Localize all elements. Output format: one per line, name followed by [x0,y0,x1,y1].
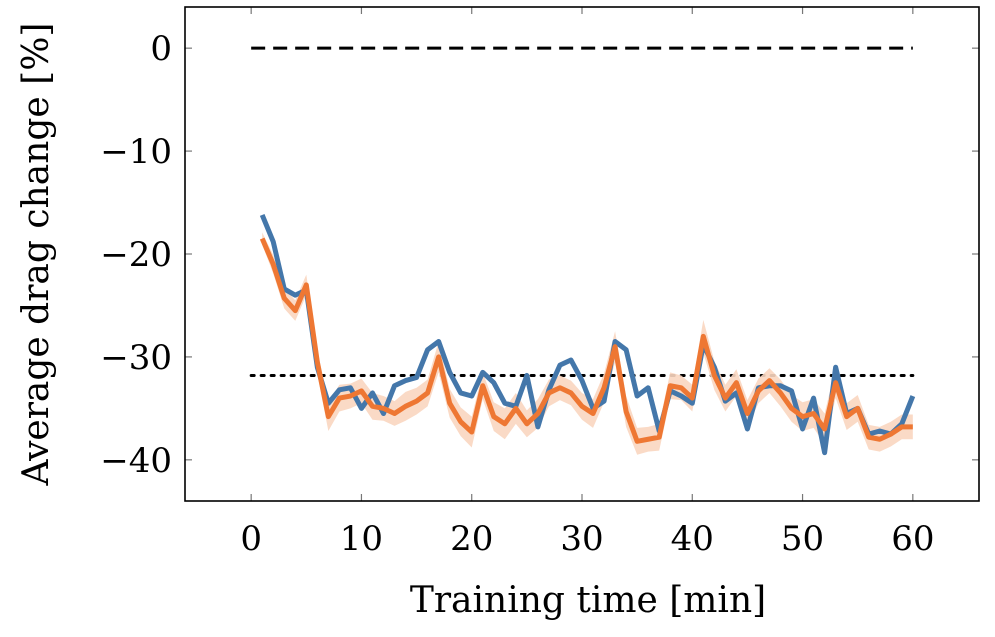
x-tick-label: 40 [671,519,714,559]
y-axis-label: Average drag change [%] [16,23,57,487]
x-tick-label: 10 [340,519,383,559]
x-tick-label: 60 [891,519,934,559]
y-tick-label: −30 [100,338,172,378]
x-tick-label: 30 [560,519,603,559]
y-tick-label: 0 [150,29,172,69]
x-tick-label: 50 [781,519,824,559]
series-1-uncertainty-band [262,232,913,455]
y-tick-label: −10 [100,132,172,172]
tick-labels: 0 10 20 30 40 50 60 0 −10 −20 −30 −40 [100,29,934,559]
y-tick-label: −20 [100,235,172,275]
x-axis-label: Training time [min] [410,580,766,621]
plot-area [249,46,916,456]
plot-frame [184,6,980,502]
series-1-line [259,237,913,444]
axis-ticks [185,7,979,501]
x-tick-label: 0 [240,519,262,559]
x-tick-label: 20 [450,519,493,559]
y-tick-label: −40 [100,441,172,481]
series-0-line [259,213,916,456]
